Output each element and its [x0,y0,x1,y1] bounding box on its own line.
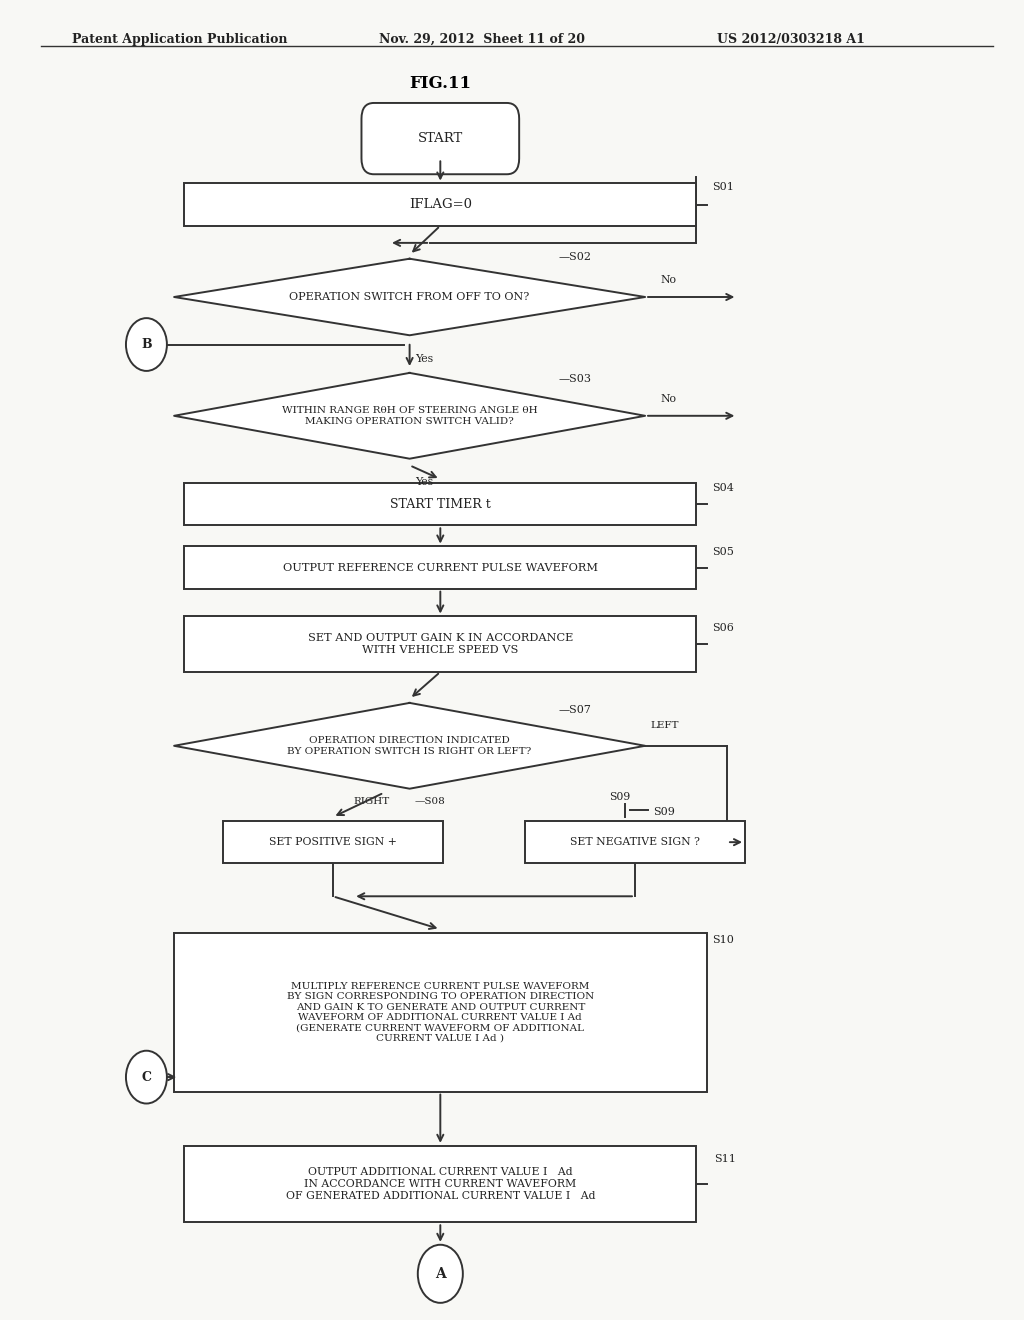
Text: LEFT: LEFT [650,722,679,730]
Text: B: B [141,338,152,351]
Circle shape [126,318,167,371]
Text: —S07: —S07 [558,705,591,715]
Bar [184,483,696,525]
Text: START: START [418,132,463,145]
Text: S06: S06 [712,623,733,634]
Circle shape [418,1245,463,1303]
Text: RIGHT: RIGHT [353,797,389,807]
Text: Nov. 29, 2012  Sheet 11 of 20: Nov. 29, 2012 Sheet 11 of 20 [379,33,585,46]
FancyBboxPatch shape [361,103,519,174]
Text: SET AND OUTPUT GAIN K IN ACCORDANCE
WITH VEHICLE SPEED VS: SET AND OUTPUT GAIN K IN ACCORDANCE WITH… [307,634,573,655]
Text: S05: S05 [712,546,733,557]
Text: SET POSITIVE SIGN +: SET POSITIVE SIGN + [269,837,396,847]
Bar [174,933,707,1092]
Bar [184,183,696,226]
Bar [223,821,442,863]
Text: No: No [660,393,677,404]
Polygon shape [174,372,645,458]
Text: OUTPUT ADDITIONAL CURRENT VALUE I   Ad
IN ACCORDANCE WITH CURRENT WAVEFORM
OF GE: OUTPUT ADDITIONAL CURRENT VALUE I Ad IN … [286,1167,595,1201]
Text: Patent Application Publication: Patent Application Publication [72,33,287,46]
Text: MULTIPLY REFERENCE CURRENT PULSE WAVEFORM
BY SIGN CORRESPONDING TO OPERATION DIR: MULTIPLY REFERENCE CURRENT PULSE WAVEFOR… [287,982,594,1043]
Text: —S02: —S02 [558,252,591,263]
Circle shape [126,1051,167,1104]
Text: —S08: —S08 [415,797,445,807]
Text: Yes: Yes [415,478,433,487]
Text: OUTPUT REFERENCE CURRENT PULSE WAVEFORM: OUTPUT REFERENCE CURRENT PULSE WAVEFORM [283,562,598,573]
Text: START TIMER t: START TIMER t [390,498,490,511]
Text: OPERATION DIRECTION INDICATED
BY OPERATION SWITCH IS RIGHT OR LEFT?: OPERATION DIRECTION INDICATED BY OPERATI… [288,737,531,755]
Text: No: No [660,275,677,285]
Text: A: A [435,1267,445,1280]
Polygon shape [174,259,645,335]
Text: SET NEGATIVE SIGN ?: SET NEGATIVE SIGN ? [570,837,699,847]
Text: —S03: —S03 [558,374,591,384]
Text: S09: S09 [609,792,631,803]
Text: OPERATION SWITCH FROM OFF TO ON?: OPERATION SWITCH FROM OFF TO ON? [290,292,529,302]
Bar [184,546,696,589]
Text: S10: S10 [712,935,733,945]
Text: WITHIN RANGE RθH OF STEERING ANGLE θH
MAKING OPERATION SWITCH VALID?: WITHIN RANGE RθH OF STEERING ANGLE θH MA… [282,407,538,425]
Bar [184,616,696,672]
Text: FIG.11: FIG.11 [410,75,471,92]
Text: IFLAG=0: IFLAG=0 [409,198,472,211]
Text: S01: S01 [712,182,733,193]
Text: C: C [141,1071,152,1084]
Text: S09: S09 [653,807,675,817]
Bar [184,1146,696,1222]
Text: S04: S04 [712,483,733,494]
Text: S11: S11 [714,1154,735,1164]
Bar [524,821,744,863]
Text: US 2012/0303218 A1: US 2012/0303218 A1 [717,33,864,46]
Text: Yes: Yes [415,354,433,364]
Polygon shape [174,702,645,789]
